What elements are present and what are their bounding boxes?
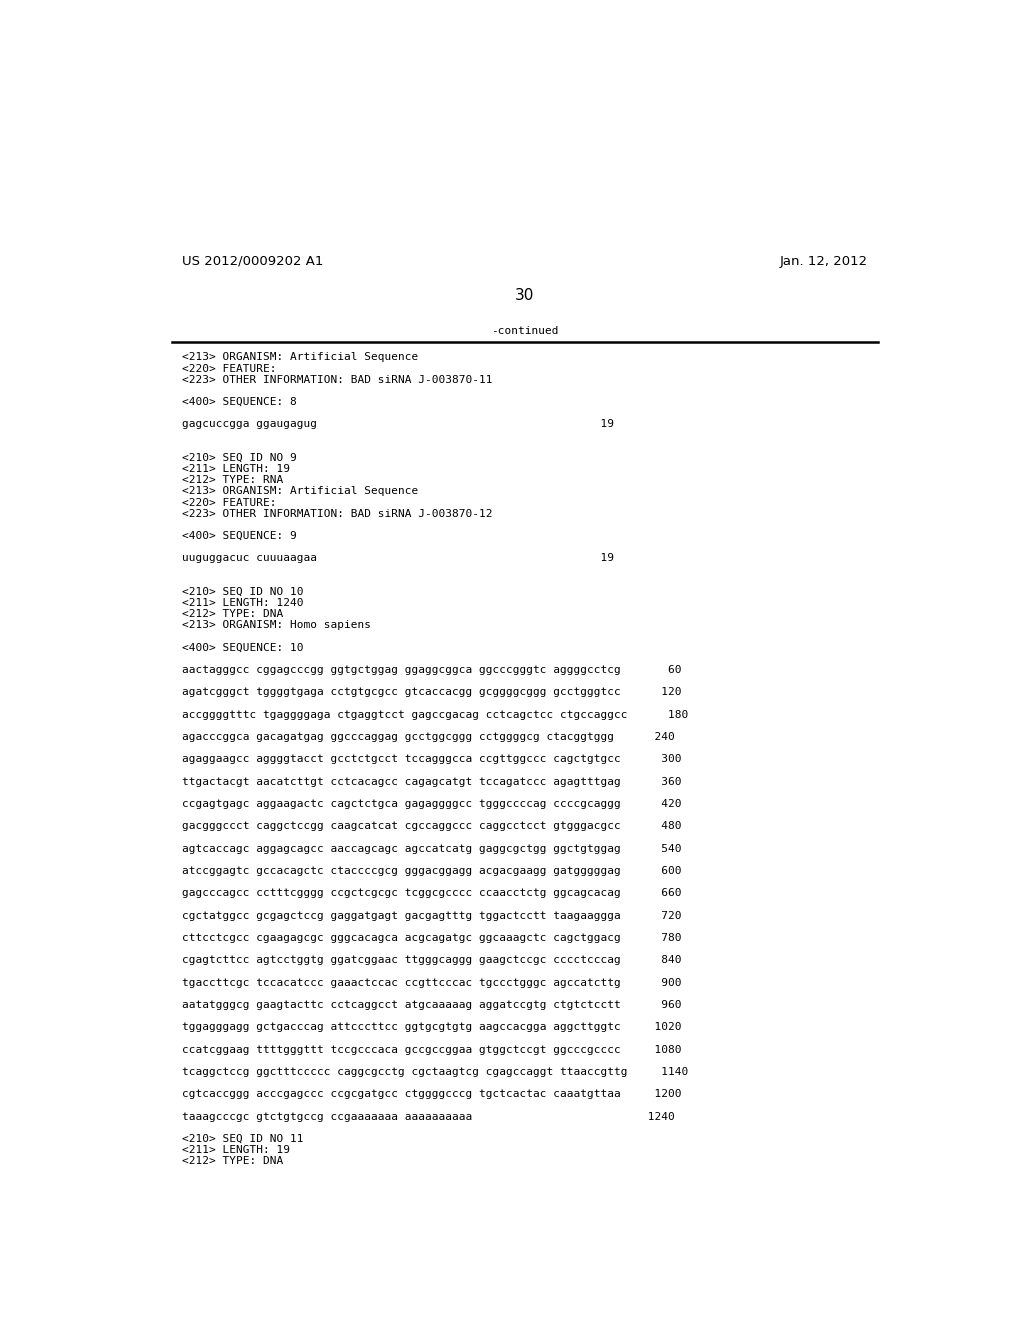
- Text: gagcuccgga ggaugagug                                          19: gagcuccgga ggaugagug 19: [182, 420, 614, 429]
- Text: <220> FEATURE:: <220> FEATURE:: [182, 363, 276, 374]
- Text: tggagggagg gctgacccag attcccttcc ggtgcgtgtg aagccacgga aggcttggtc     1020: tggagggagg gctgacccag attcccttcc ggtgcgt…: [182, 1022, 681, 1032]
- Text: aatatgggcg gaagtacttc cctcaggcct atgcaaaaag aggatccgtg ctgtctcctt      960: aatatgggcg gaagtacttc cctcaggcct atgcaaa…: [182, 1001, 681, 1010]
- Text: Jan. 12, 2012: Jan. 12, 2012: [779, 255, 867, 268]
- Text: ttgactacgt aacatcttgt cctcacagcc cagagcatgt tccagatccc agagtttgag      360: ttgactacgt aacatcttgt cctcacagcc cagagca…: [182, 776, 681, 787]
- Text: agaggaagcc aggggtacct gcctctgcct tccagggcca ccgttggccc cagctgtgcc      300: agaggaagcc aggggtacct gcctctgcct tccaggg…: [182, 755, 681, 764]
- Text: gagcccagcc cctttcgggg ccgctcgcgc tcggcgcccc ccaacctctg ggcagcacag      660: gagcccagcc cctttcgggg ccgctcgcgc tcggcgc…: [182, 888, 681, 899]
- Text: <210> SEQ ID NO 11: <210> SEQ ID NO 11: [182, 1134, 303, 1144]
- Text: <211> LENGTH: 19: <211> LENGTH: 19: [182, 1146, 290, 1155]
- Text: agtcaccagc aggagcagcc aaccagcagc agccatcatg gaggcgctgg ggctgtggag      540: agtcaccagc aggagcagcc aaccagcagc agccatc…: [182, 843, 681, 854]
- Text: <212> TYPE: DNA: <212> TYPE: DNA: [182, 1156, 284, 1167]
- Text: <223> OTHER INFORMATION: BAD siRNA J-003870-12: <223> OTHER INFORMATION: BAD siRNA J-003…: [182, 508, 493, 519]
- Text: <223> OTHER INFORMATION: BAD siRNA J-003870-11: <223> OTHER INFORMATION: BAD siRNA J-003…: [182, 375, 493, 384]
- Text: <213> ORGANISM: Artificial Sequence: <213> ORGANISM: Artificial Sequence: [182, 487, 418, 496]
- Text: <213> ORGANISM: Artificial Sequence: <213> ORGANISM: Artificial Sequence: [182, 352, 418, 363]
- Text: tgaccttcgc tccacatccc gaaactccac ccgttcccac tgccctgggc agccatcttg      900: tgaccttcgc tccacatccc gaaactccac ccgttcc…: [182, 978, 681, 987]
- Text: <400> SEQUENCE: 9: <400> SEQUENCE: 9: [182, 531, 297, 541]
- Text: agacccggca gacagatgag ggcccaggag gcctggcggg cctggggcg ctacggtggg      240: agacccggca gacagatgag ggcccaggag gcctggc…: [182, 733, 675, 742]
- Text: agatcgggct tggggtgaga cctgtgcgcc gtcaccacgg gcggggcggg gcctgggtcc      120: agatcgggct tggggtgaga cctgtgcgcc gtcacca…: [182, 688, 681, 697]
- Text: <211> LENGTH: 19: <211> LENGTH: 19: [182, 465, 290, 474]
- Text: cgctatggcc gcgagctccg gaggatgagt gacgagtttg tggactcctt taagaaggga      720: cgctatggcc gcgagctccg gaggatgagt gacgagt…: [182, 911, 681, 920]
- Text: cgagtcttcc agtcctggtg ggatcggaac ttgggcaggg gaagctccgc cccctcccag      840: cgagtcttcc agtcctggtg ggatcggaac ttgggca…: [182, 956, 681, 965]
- Text: <210> SEQ ID NO 10: <210> SEQ ID NO 10: [182, 587, 303, 597]
- Text: <213> ORGANISM: Homo sapiens: <213> ORGANISM: Homo sapiens: [182, 620, 371, 631]
- Text: <210> SEQ ID NO 9: <210> SEQ ID NO 9: [182, 453, 297, 463]
- Text: ccgagtgagc aggaagactc cagctctgca gagaggggcc tgggccccag ccccgcaggg      420: ccgagtgagc aggaagactc cagctctgca gagaggg…: [182, 799, 681, 809]
- Text: -continued: -continued: [492, 326, 558, 337]
- Text: ccatcggaag ttttgggttt tccgcccaca gccgccggaa gtggctccgt ggcccgcccc     1080: ccatcggaag ttttgggttt tccgcccaca gccgccg…: [182, 1044, 681, 1055]
- Text: accggggtttc tgaggggaga ctgaggtcct gagccgacag cctcagctcc ctgccaggcc      180: accggggtttc tgaggggaga ctgaggtcct gagccg…: [182, 710, 688, 719]
- Text: 30: 30: [515, 288, 535, 302]
- Text: cttcctcgcc cgaagagcgc gggcacagca acgcagatgc ggcaaagctc cagctggacg      780: cttcctcgcc cgaagagcgc gggcacagca acgcaga…: [182, 933, 681, 942]
- Text: <212> TYPE: RNA: <212> TYPE: RNA: [182, 475, 284, 486]
- Text: taaagcccgc gtctgtgccg ccgaaaaaaa aaaaaaaaaa                          1240: taaagcccgc gtctgtgccg ccgaaaaaaa aaaaaaa…: [182, 1111, 675, 1122]
- Text: cgtcaccggg acccgagccc ccgcgatgcc ctggggcccg tgctcactac caaatgttaa     1200: cgtcaccggg acccgagccc ccgcgatgcc ctggggc…: [182, 1089, 681, 1100]
- Text: <212> TYPE: DNA: <212> TYPE: DNA: [182, 610, 284, 619]
- Text: uuguggacuc cuuuaagaa                                          19: uuguggacuc cuuuaagaa 19: [182, 553, 614, 564]
- Text: <400> SEQUENCE: 10: <400> SEQUENCE: 10: [182, 643, 303, 652]
- Text: <211> LENGTH: 1240: <211> LENGTH: 1240: [182, 598, 303, 609]
- Text: atccggagtc gccacagctc ctaccccgcg gggacggagg acgacgaagg gatgggggag      600: atccggagtc gccacagctc ctaccccgcg gggacgg…: [182, 866, 681, 876]
- Text: tcaggctccg ggctttccccc caggcgcctg cgctaagtcg cgagccaggt ttaaccgttg     1140: tcaggctccg ggctttccccc caggcgcctg cgctaa…: [182, 1067, 688, 1077]
- Text: US 2012/0009202 A1: US 2012/0009202 A1: [182, 255, 324, 268]
- Text: <400> SEQUENCE: 8: <400> SEQUENCE: 8: [182, 397, 297, 407]
- Text: gacgggccct caggctccgg caagcatcat cgccaggccc caggcctcct gtgggacgcc      480: gacgggccct caggctccgg caagcatcat cgccagg…: [182, 821, 681, 832]
- Text: <220> FEATURE:: <220> FEATURE:: [182, 498, 276, 508]
- Text: aactagggcc cggagcccgg ggtgctggag ggaggcggca ggcccgggtc aggggcctcg       60: aactagggcc cggagcccgg ggtgctggag ggaggcg…: [182, 665, 681, 675]
